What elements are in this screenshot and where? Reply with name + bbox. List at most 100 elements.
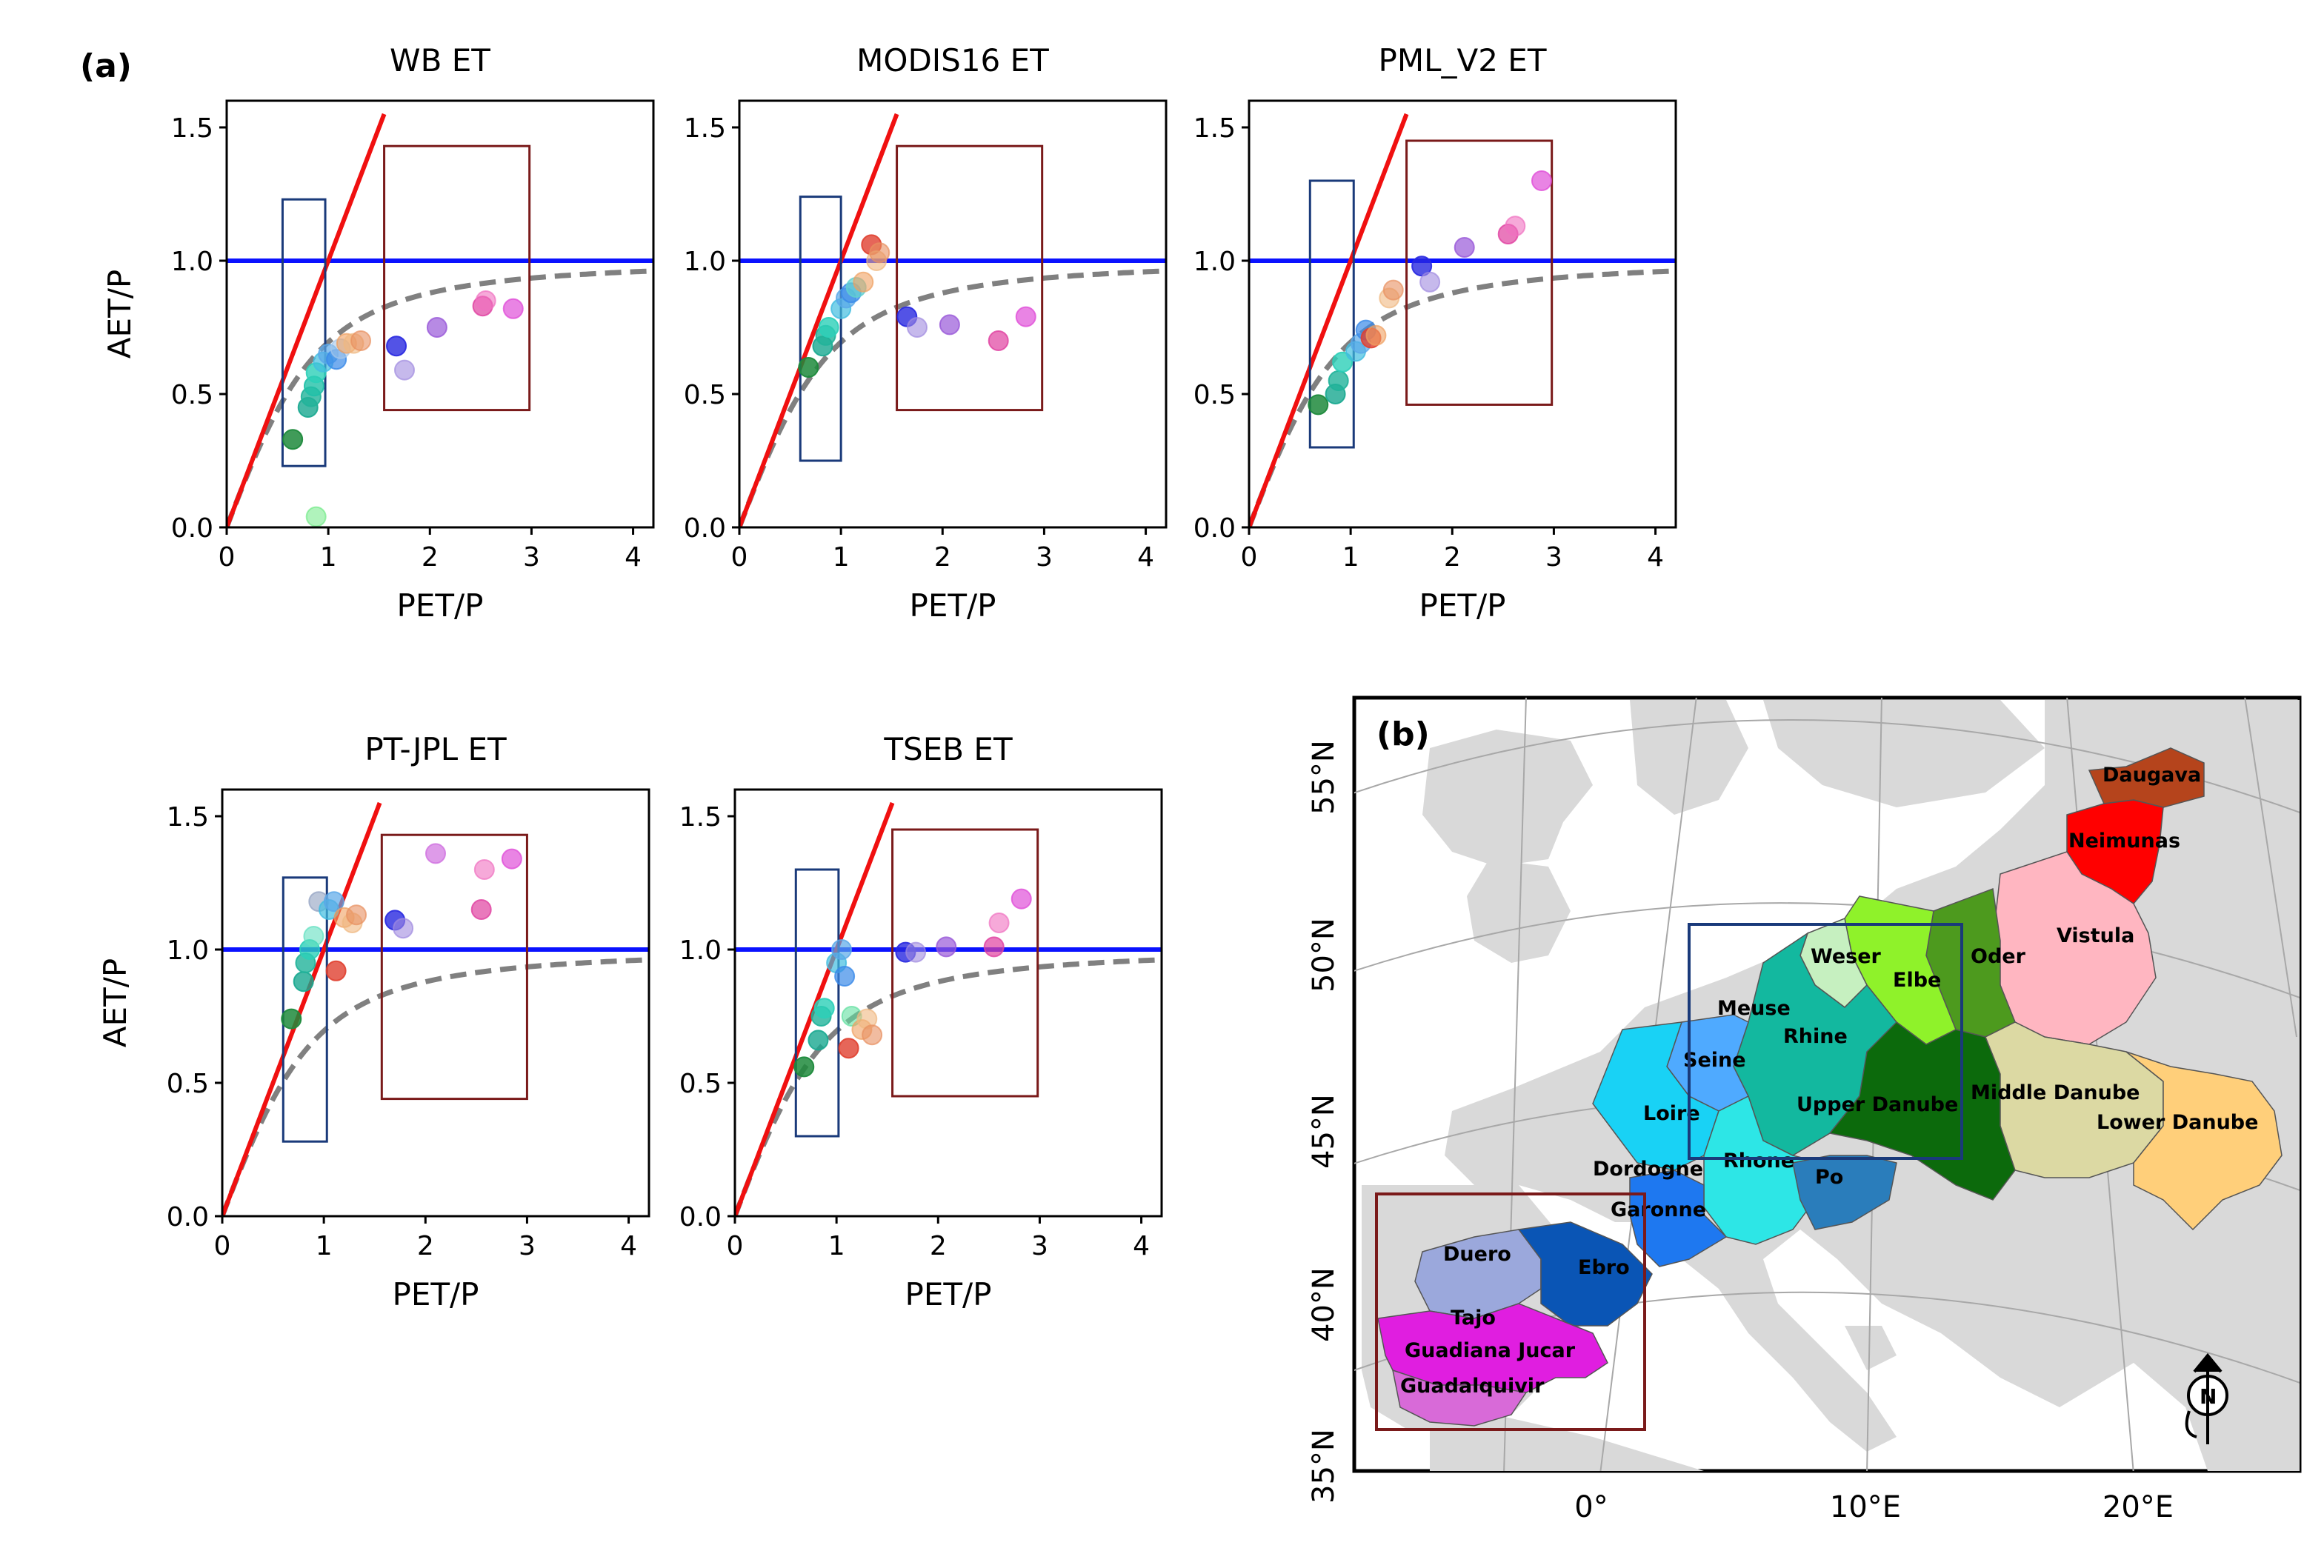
label-rhone: Rhone bbox=[1723, 1150, 1794, 1172]
data-point-9 bbox=[853, 271, 874, 293]
data-point-17 bbox=[1531, 170, 1552, 191]
x-tick-label: 2 bbox=[930, 1231, 947, 1261]
label-ebro: Ebro bbox=[1578, 1256, 1630, 1279]
basins bbox=[1377, 747, 2283, 1427]
budyko-curve bbox=[227, 268, 653, 527]
label-rhine: Rhine bbox=[1783, 1025, 1848, 1048]
data-point-14 bbox=[386, 336, 407, 357]
y-tick-label: 1.5 bbox=[1193, 113, 1236, 144]
data-point-14 bbox=[905, 941, 927, 963]
basin-loire bbox=[1592, 1021, 1719, 1171]
map-panel: Daugava Neimunas Vistula Oder Elbe Weser… bbox=[1307, 695, 2302, 1524]
label-po: Po bbox=[1815, 1166, 1843, 1189]
plot-frame bbox=[738, 99, 1168, 529]
x-tick-label: 4 bbox=[620, 1231, 637, 1261]
data-point-4 bbox=[818, 317, 839, 338]
data-point-3 bbox=[1328, 370, 1349, 391]
plot-area bbox=[735, 801, 1162, 1216]
label-duero: Duero bbox=[1443, 1243, 1511, 1266]
x-axis-label: PET/P bbox=[397, 587, 484, 624]
energy-limit-line bbox=[227, 113, 387, 527]
label-elbe: Elbe bbox=[1893, 969, 1941, 992]
x-axis-label: PET/P bbox=[905, 1276, 992, 1312]
energy-limit-line bbox=[739, 113, 899, 527]
label-weser: Weser bbox=[1811, 945, 1882, 968]
data-point-14 bbox=[1454, 237, 1475, 258]
x-tick-label: 3 bbox=[1545, 542, 1562, 573]
plot-frame bbox=[225, 99, 655, 529]
x-tick-label: 4 bbox=[1647, 542, 1664, 573]
chart-4: 0 1 2 3 4 0.0 0.5 1.0 1.5 PT-JPL ET PET/P AET/P bbox=[97, 731, 650, 1312]
plot-area bbox=[1249, 113, 1676, 527]
label-middle-danube: Middle Danube bbox=[1971, 1081, 2140, 1104]
budyko-curve bbox=[1249, 268, 1676, 527]
basin-guadalquivir bbox=[1392, 1369, 1528, 1427]
y-tick-label: 1.5 bbox=[684, 113, 726, 144]
y-tick-label: 1.5 bbox=[167, 802, 209, 833]
data-point-15 bbox=[394, 359, 415, 381]
x-axis-label: PET/P bbox=[393, 1276, 479, 1312]
humid-box bbox=[794, 868, 840, 1138]
x-tick-label: 2 bbox=[1444, 542, 1461, 573]
map-arid-box bbox=[1375, 1192, 1646, 1431]
panel-a-label: (a) bbox=[80, 47, 132, 85]
x-tick-label: 3 bbox=[519, 1231, 536, 1261]
chart-title: TSEB ET bbox=[883, 731, 1013, 767]
basin-lower-danube bbox=[2125, 1051, 2283, 1231]
lat-label-40: 40°N bbox=[1307, 1267, 1341, 1342]
y-tick-label: 0.0 bbox=[1193, 513, 1236, 544]
north-label: N bbox=[2200, 1384, 2217, 1409]
x-tick-label: 1 bbox=[316, 1231, 333, 1261]
data-point-18 bbox=[1010, 888, 1032, 910]
y-axis-label: AET/P bbox=[97, 958, 133, 1047]
label-vistula: Vistula bbox=[2057, 924, 2134, 947]
plot-area bbox=[739, 113, 1166, 527]
basin-po bbox=[1792, 1155, 1897, 1230]
y-tick-label: 0.5 bbox=[1193, 380, 1236, 410]
y-tick-label: 0.0 bbox=[679, 1202, 722, 1232]
north-arrow-icon: N bbox=[2185, 1352, 2228, 1444]
x-tick-label: 3 bbox=[1036, 542, 1053, 573]
budyko-curve bbox=[735, 957, 1162, 1216]
data-point-18 bbox=[501, 848, 522, 870]
label-dordogne: Dordogne bbox=[1593, 1158, 1703, 1181]
plot-frame bbox=[733, 788, 1163, 1218]
plot-frame bbox=[221, 788, 650, 1218]
data-point-1 bbox=[281, 1008, 302, 1030]
y-tick-label: 1.0 bbox=[679, 935, 722, 966]
y-tick-label: 0.5 bbox=[684, 380, 726, 410]
data-point-16 bbox=[983, 936, 1005, 958]
data-point-12 bbox=[862, 1024, 883, 1046]
x-tick-label: 1 bbox=[833, 542, 850, 573]
label-meuse: Meuse bbox=[1717, 997, 1791, 1020]
data-point-17 bbox=[473, 859, 495, 880]
data-point-9 bbox=[1365, 324, 1387, 346]
y-tick-label: 0.0 bbox=[684, 513, 726, 544]
label-guadiana-jucar: Guadiana Jucar bbox=[1405, 1339, 1576, 1362]
data-point-2 bbox=[305, 506, 327, 527]
arid-box bbox=[896, 144, 1044, 412]
x-tick-label: 2 bbox=[417, 1231, 434, 1261]
x-axis-label: PET/P bbox=[910, 587, 996, 624]
chart-title: PML_V2 ET bbox=[1379, 42, 1547, 79]
label-lower-danube: Lower Danube bbox=[2097, 1111, 2258, 1134]
data-point-16 bbox=[988, 330, 1009, 351]
arid-box bbox=[891, 828, 1039, 1098]
y-axis-label: AET/P bbox=[101, 270, 138, 358]
budyko-charts: 0 1 2 3 4 0.0 0.5 1.0 1.5 WB ET PET/P AET/P 0 1 2 3 4 0.0… bbox=[97, 42, 1677, 1312]
y-tick-label: 1.0 bbox=[171, 247, 213, 277]
chart-title: PT-JPL ET bbox=[364, 731, 507, 767]
data-point-1 bbox=[798, 357, 819, 378]
y-tick-label: 0.5 bbox=[679, 1069, 722, 1099]
x-tick-label: 0 bbox=[727, 1231, 744, 1261]
x-tick-label: 0 bbox=[214, 1231, 231, 1261]
x-tick-label: 1 bbox=[828, 1231, 845, 1261]
x-axis-label: PET/P bbox=[1419, 587, 1506, 624]
x-tick-label: 0 bbox=[219, 542, 236, 573]
data-point-17 bbox=[1015, 306, 1036, 327]
data-point-15 bbox=[425, 843, 446, 864]
data-point-2 bbox=[808, 1030, 829, 1051]
data-point-1 bbox=[793, 1056, 815, 1078]
data-point-6 bbox=[831, 939, 852, 960]
